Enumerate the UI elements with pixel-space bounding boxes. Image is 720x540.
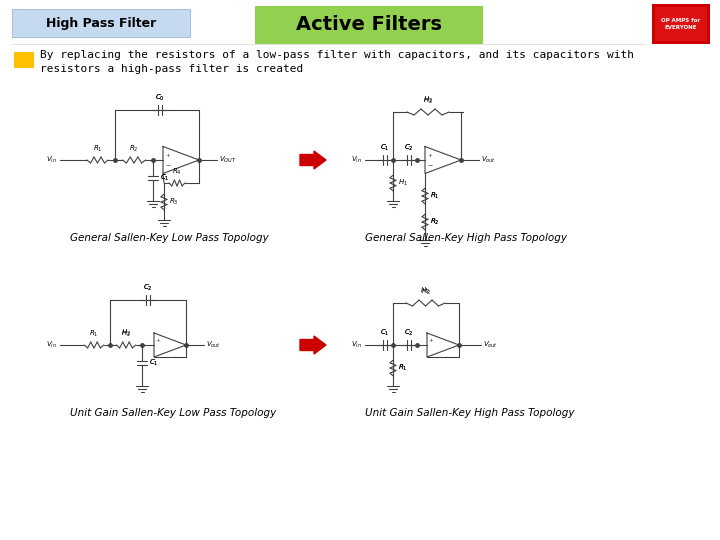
Text: $C_2$: $C_2$ <box>404 328 414 338</box>
FancyArrow shape <box>300 336 326 354</box>
Text: $C_{2}$: $C_{2}$ <box>404 328 414 338</box>
Text: $C_0$: $C_0$ <box>155 93 165 103</box>
Text: resistors a high-pass filter is created: resistors a high-pass filter is created <box>40 64 303 74</box>
Text: $H_2$: $H_2$ <box>121 329 131 339</box>
Text: $H_1$: $H_1$ <box>398 178 408 188</box>
Text: $R_{2}$: $R_{2}$ <box>130 144 139 154</box>
Text: $R_{1}$: $R_{1}$ <box>398 363 408 373</box>
Text: $R_1$: $R_1$ <box>398 363 408 373</box>
Text: $H_2$: $H_2$ <box>423 95 433 105</box>
Text: General Sallen-Key Low Pass Topology: General Sallen-Key Low Pass Topology <box>70 233 269 243</box>
Text: General Sallen-Key High Pass Topology: General Sallen-Key High Pass Topology <box>365 233 567 243</box>
Text: $C_{1}$: $C_{1}$ <box>160 173 169 183</box>
Text: +: + <box>166 153 171 158</box>
Text: $V_{in}$: $V_{in}$ <box>46 155 57 165</box>
Text: $V_{in}$: $V_{in}$ <box>351 155 362 165</box>
Text: $R_1$: $R_1$ <box>430 191 439 201</box>
FancyBboxPatch shape <box>255 6 483 44</box>
Text: $C_{2}$: $C_{2}$ <box>404 143 414 153</box>
Text: $C_2$: $C_2$ <box>404 143 414 153</box>
Text: −: − <box>166 162 171 167</box>
Text: $C_{2}$: $C_{2}$ <box>143 283 153 293</box>
Text: +: + <box>428 339 433 343</box>
FancyBboxPatch shape <box>655 7 707 41</box>
Text: $V_{OUT}$: $V_{OUT}$ <box>219 155 237 165</box>
Text: $R_{1}$: $R_{1}$ <box>93 144 102 154</box>
Text: $C_1$: $C_1$ <box>149 358 158 368</box>
FancyBboxPatch shape <box>14 52 34 68</box>
Text: By replacing the resistors of a low-pass filter with capacitors, and its capacit: By replacing the resistors of a low-pass… <box>40 50 634 60</box>
Text: $R_{4}$: $R_{4}$ <box>172 167 182 177</box>
Text: $C_{1}$: $C_{1}$ <box>149 358 158 368</box>
FancyBboxPatch shape <box>12 9 190 37</box>
Text: $H_2$: $H_2$ <box>420 286 430 296</box>
Text: $R_{1}$: $R_{1}$ <box>89 329 99 339</box>
Text: $H_2$: $H_2$ <box>121 328 131 338</box>
Text: $H_2$: $H_2$ <box>420 287 431 297</box>
Text: $C_1$: $C_1$ <box>380 328 390 338</box>
Text: $C_{1}$: $C_{1}$ <box>380 143 390 153</box>
Text: $V_{out}$: $V_{out}$ <box>481 155 496 165</box>
Text: $R_{3}$: $R_{3}$ <box>169 197 179 207</box>
Text: $C_1$: $C_1$ <box>380 143 390 153</box>
Text: $H_2$: $H_2$ <box>423 96 433 106</box>
Text: $R_{2}$: $R_{2}$ <box>430 217 439 227</box>
Text: $C_1$: $C_1$ <box>160 173 169 183</box>
Text: OP AMPS for
EVERYONE: OP AMPS for EVERYONE <box>662 18 701 30</box>
Text: $C_{0}$: $C_{0}$ <box>155 93 165 103</box>
Text: $R_{1}$: $R_{1}$ <box>430 191 439 201</box>
Text: $R_2$: $R_2$ <box>430 217 439 227</box>
Text: −: − <box>428 162 433 167</box>
Text: $V_{out}$: $V_{out}$ <box>206 340 221 350</box>
Text: Active Filters: Active Filters <box>296 16 442 35</box>
FancyBboxPatch shape <box>652 4 710 44</box>
Text: +: + <box>428 153 433 158</box>
Text: Unit Gain Sallen-Key High Pass Topology: Unit Gain Sallen-Key High Pass Topology <box>365 408 575 418</box>
Text: $V_{in}$: $V_{in}$ <box>46 340 57 350</box>
Text: +: + <box>156 339 161 343</box>
Text: $V_{in}$: $V_{in}$ <box>351 340 362 350</box>
FancyArrow shape <box>300 151 326 169</box>
Text: High Pass Filter: High Pass Filter <box>46 17 156 30</box>
Text: Unit Gain Sallen-Key Low Pass Topology: Unit Gain Sallen-Key Low Pass Topology <box>70 408 276 418</box>
Text: $C_2$: $C_2$ <box>143 283 153 293</box>
Text: $V_{out}$: $V_{out}$ <box>483 340 498 350</box>
Text: $C_{1}$: $C_{1}$ <box>380 328 390 338</box>
